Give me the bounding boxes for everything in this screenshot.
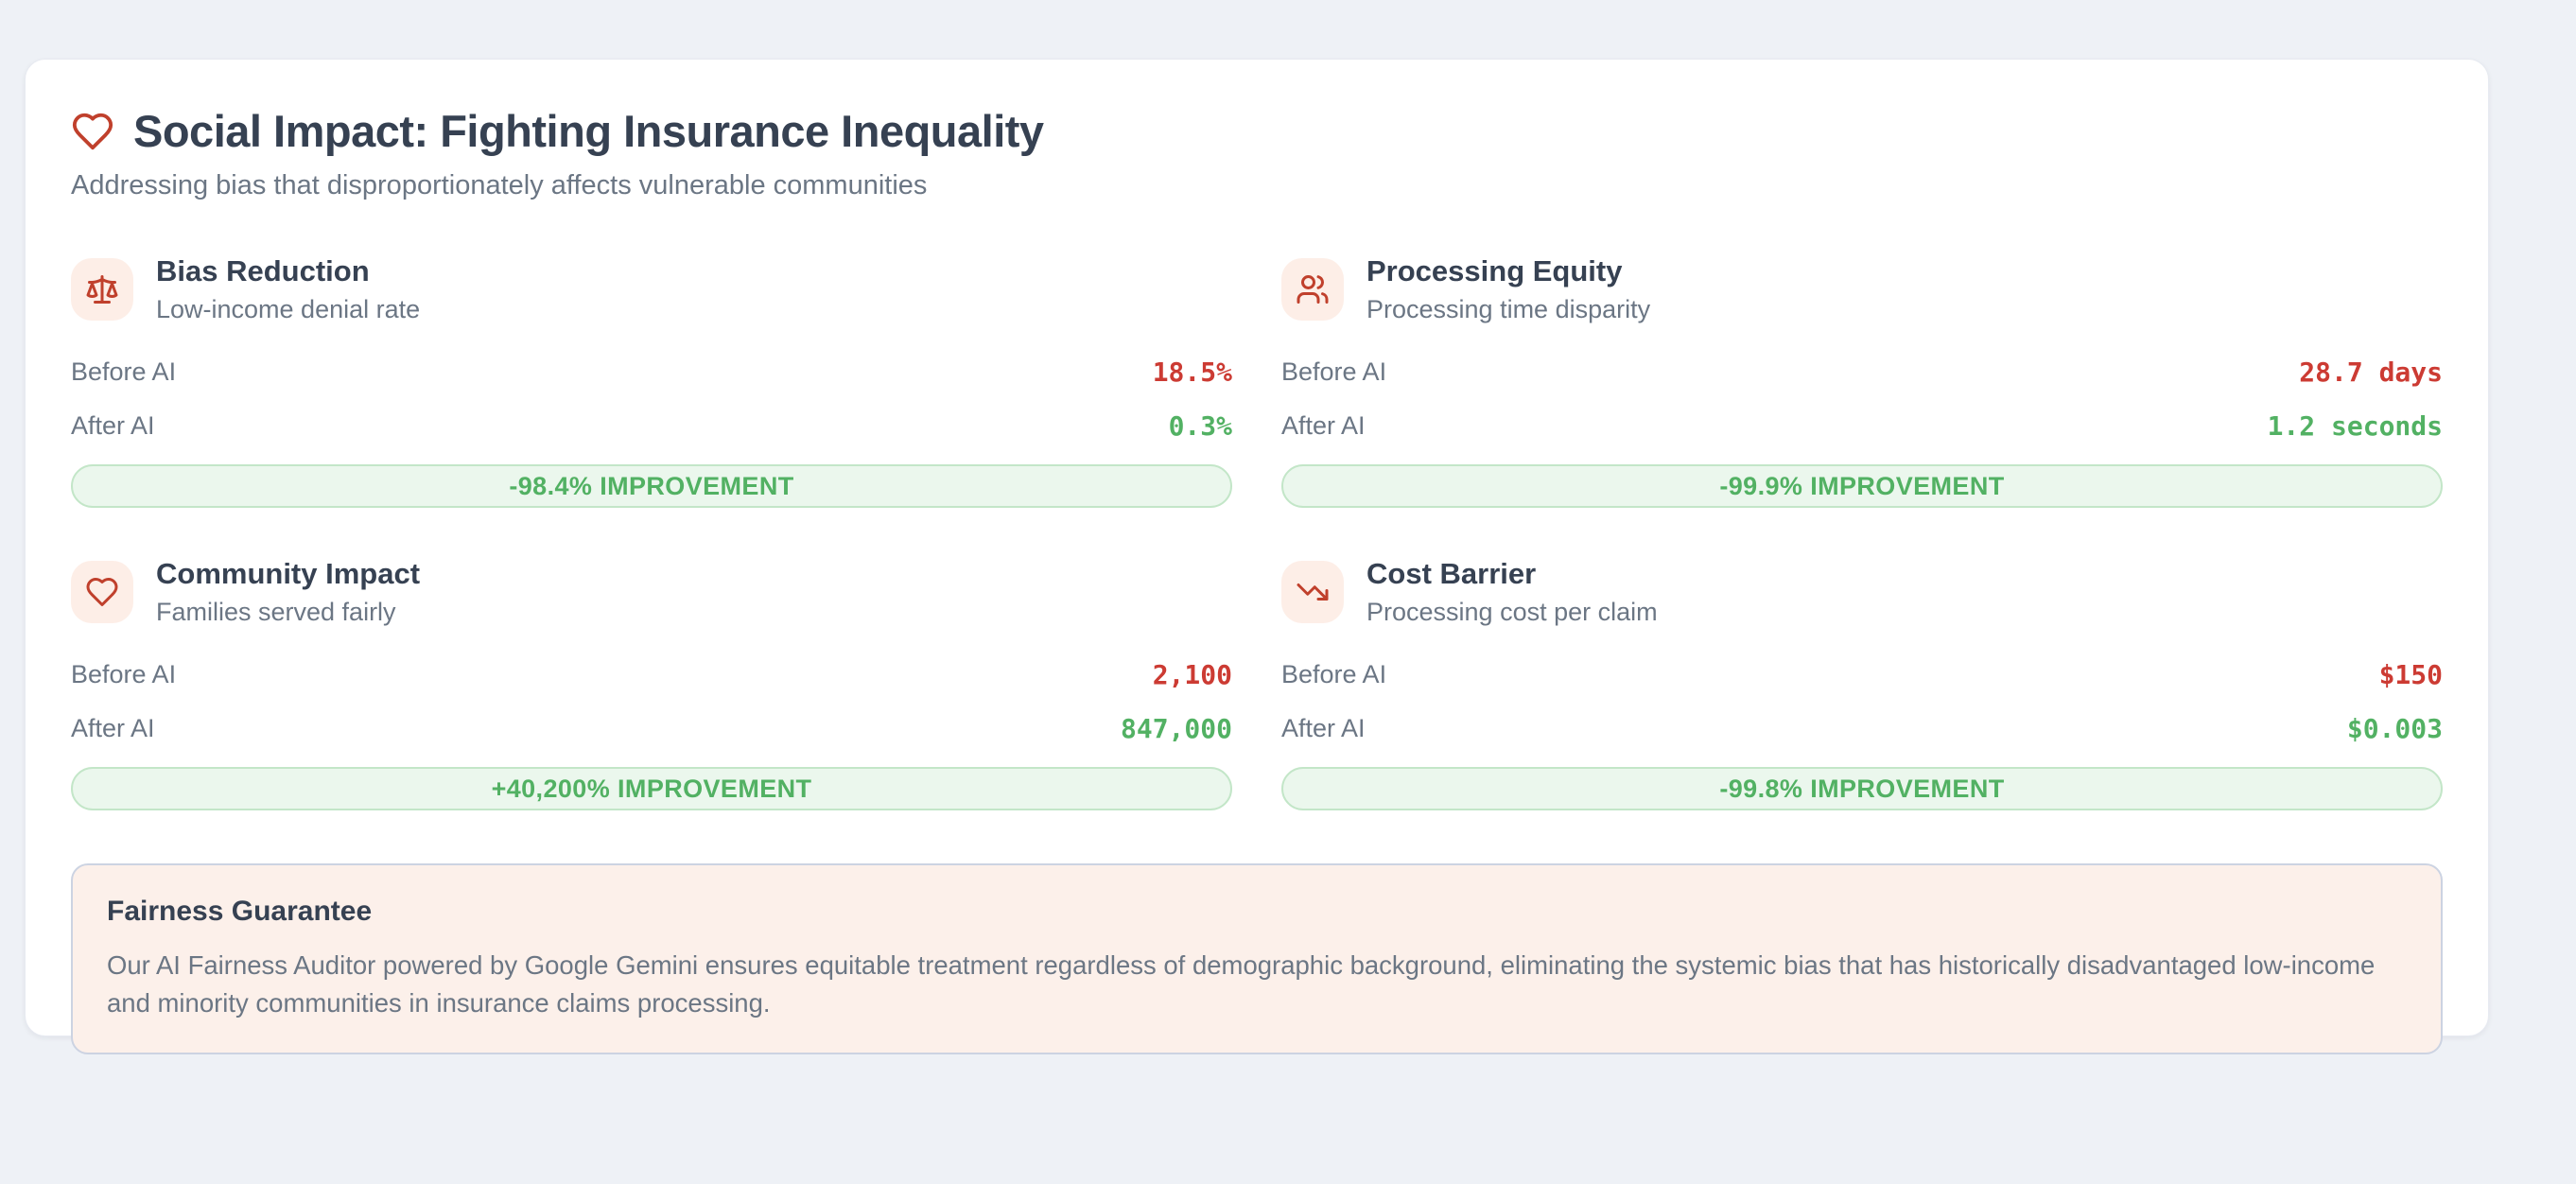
scale-icon [71, 258, 133, 321]
before-ai-label: Before AI [71, 357, 177, 386]
metric-title: Community Impact [156, 557, 421, 590]
metrics-grid: Bias Reduction Low-income denial rate Be… [71, 254, 2443, 810]
improvement-badge: -99.9% IMPROVEMENT [1281, 464, 2443, 508]
metric-card-cost-barrier: Cost Barrier Processing cost per claim B… [1281, 557, 2443, 810]
fairness-guarantee-panel: Fairness Guarantee Our AI Fairness Audit… [71, 863, 2443, 1054]
before-ai-row: Before AI 28.7 days [1281, 349, 2443, 395]
metric-title: Cost Barrier [1366, 557, 1537, 590]
improvement-badge-label: -99.8% IMPROVEMENT [1719, 774, 2005, 803]
after-ai-row: After AI 0.3% [71, 403, 1232, 449]
metric-subtitle: Families served fairly [156, 598, 396, 626]
after-ai-value: $0.003 [2346, 713, 2443, 744]
before-ai-value: $150 [2378, 659, 2443, 690]
after-ai-value: 847,000 [1120, 713, 1232, 744]
before-ai-label: Before AI [1281, 660, 1387, 688]
page-subtitle: Addressing bias that disproportionately … [71, 170, 928, 200]
after-ai-label: After AI [1281, 714, 1366, 742]
metric-title: Processing Equity [1366, 254, 1623, 287]
metric-subtitle: Processing time disparity [1366, 295, 1651, 323]
before-ai-value: 2,100 [1152, 659, 1232, 690]
after-ai-row: After AI 847,000 [71, 705, 1232, 752]
before-ai-row: Before AI 18.5% [71, 349, 1232, 395]
trending-down-icon [1281, 561, 1344, 623]
improvement-badge-label: +40,200% IMPROVEMENT [491, 774, 812, 803]
fairness-body: Our AI Fairness Auditor powered by Googl… [107, 950, 2376, 1018]
before-ai-value: 18.5% [1152, 357, 1232, 388]
metric-title: Bias Reduction [156, 254, 370, 287]
heart-icon [72, 113, 113, 149]
heart-icon [71, 561, 133, 623]
metric-subtitle: Processing cost per claim [1366, 598, 1658, 626]
after-ai-label: After AI [71, 714, 155, 742]
card-header: Social Impact: Fighting Insurance Inequa… [71, 105, 2443, 201]
after-ai-label: After AI [1281, 411, 1366, 440]
fairness-title: Fairness Guarantee [107, 896, 373, 927]
improvement-badge-label: -99.9% IMPROVEMENT [1719, 471, 2005, 500]
before-ai-row: Before AI 2,100 [71, 652, 1232, 698]
users-icon [1281, 258, 1344, 321]
improvement-badge-label: -98.4% IMPROVEMENT [509, 471, 794, 500]
improvement-badge: -98.4% IMPROVEMENT [71, 464, 1232, 508]
metric-card-bias-reduction: Bias Reduction Low-income denial rate Be… [71, 254, 1232, 508]
metric-card-community-impact: Community Impact Families served fairly … [71, 557, 1232, 810]
before-ai-label: Before AI [1281, 357, 1387, 386]
before-ai-row: Before AI $150 [1281, 652, 2443, 698]
improvement-badge: -99.8% IMPROVEMENT [1281, 767, 2443, 810]
after-ai-value: 0.3% [1168, 410, 1232, 442]
before-ai-value: 28.7 days [2299, 357, 2443, 388]
metric-card-processing-equity: Processing Equity Processing time dispar… [1281, 254, 2443, 508]
before-ai-label: Before AI [71, 660, 177, 688]
social-impact-card: Social Impact: Fighting Insurance Inequa… [25, 59, 2489, 1054]
after-ai-label: After AI [71, 411, 155, 440]
improvement-badge: +40,200% IMPROVEMENT [71, 767, 1232, 810]
after-ai-row: After AI $0.003 [1281, 705, 2443, 752]
metric-subtitle: Low-income denial rate [156, 295, 421, 323]
after-ai-value: 1.2 seconds [2267, 410, 2443, 442]
page-title: Social Impact: Fighting Insurance Inequa… [133, 106, 1044, 156]
after-ai-row: After AI 1.2 seconds [1281, 403, 2443, 449]
